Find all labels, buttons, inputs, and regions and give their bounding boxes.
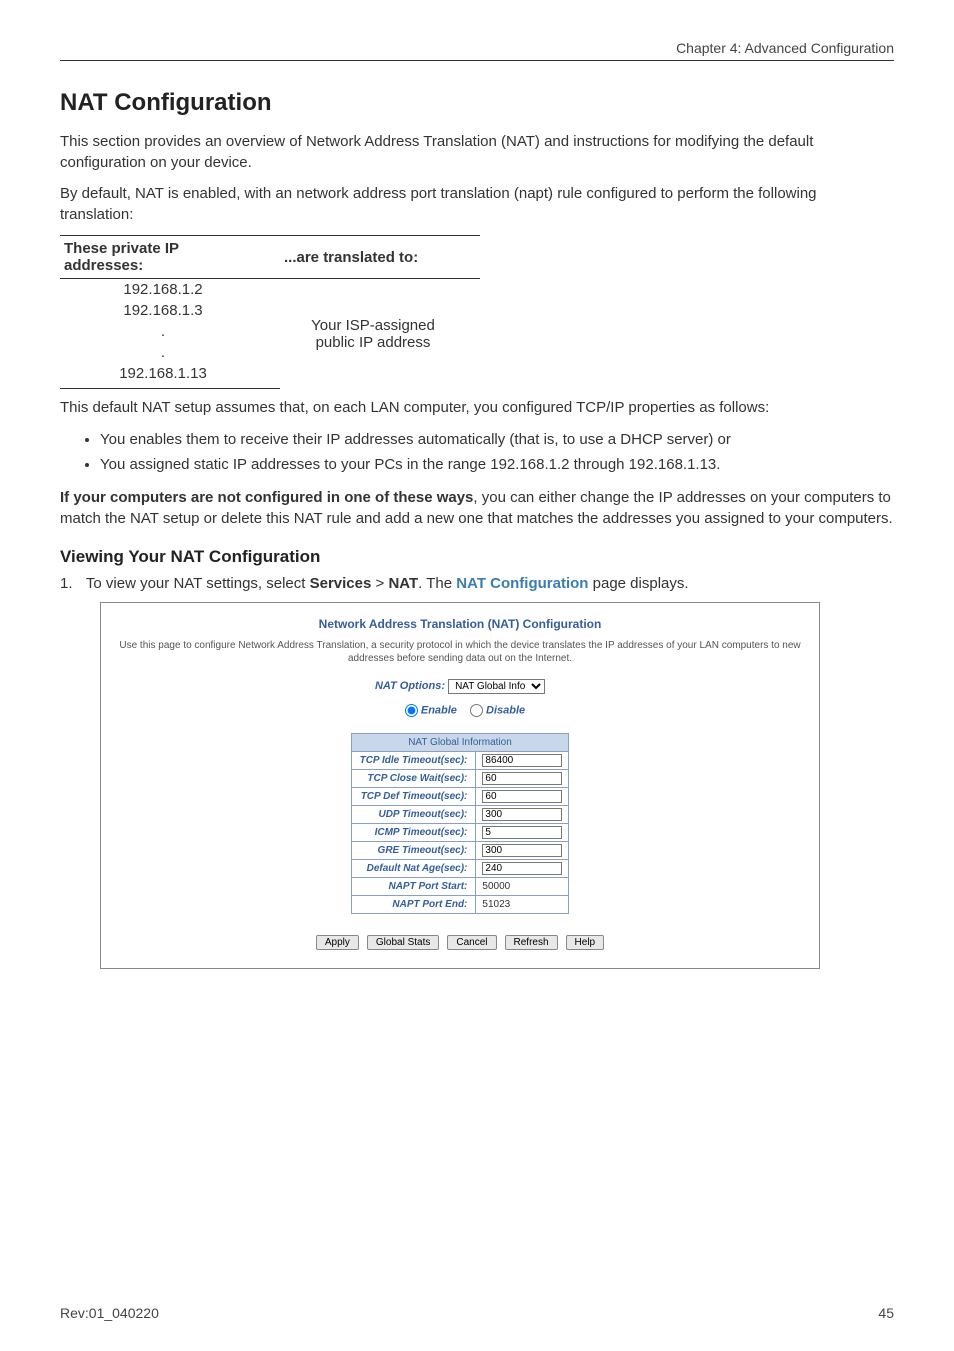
- step-1-num: 1.: [60, 575, 82, 592]
- info-value-1: [476, 769, 569, 787]
- after-table-paragraph: This default NAT setup assumes that, on …: [60, 397, 894, 418]
- step-1-link: NAT Configuration: [456, 575, 588, 592]
- footer-rev: Rev:01_040220: [60, 1305, 159, 1321]
- ip-table-header-2: ...are translated to:: [280, 236, 480, 279]
- step-1-nat: NAT: [388, 575, 418, 592]
- bullet-1: You assigned static IP addresses to your…: [100, 453, 894, 476]
- info-input-2[interactable]: [482, 790, 562, 803]
- info-input-1[interactable]: [482, 772, 562, 785]
- info-value-3: [476, 805, 569, 823]
- config-note: If your computers are not configured in …: [60, 487, 894, 529]
- apply-button[interactable]: Apply: [316, 935, 359, 950]
- page-header: Chapter 4: Advanced Configuration: [60, 40, 894, 61]
- info-value-6: [476, 859, 569, 877]
- info-input-4[interactable]: [482, 826, 562, 839]
- info-input-5[interactable]: [482, 844, 562, 857]
- step-1-pre: To view your NAT settings, select: [86, 575, 310, 592]
- help-button[interactable]: Help: [566, 935, 605, 950]
- info-label-3: UDP Timeout(sec):: [351, 805, 476, 823]
- step-1: 1. To view your NAT settings, select Ser…: [60, 575, 894, 592]
- intro-paragraph-2: By default, NAT is enabled, with an netw…: [60, 183, 894, 225]
- ip-left-4: 192.168.1.13: [60, 363, 280, 389]
- info-input-0[interactable]: [482, 754, 562, 767]
- info-label-2: TCP Def Timeout(sec):: [351, 787, 476, 805]
- ip-left-2: .: [60, 321, 280, 342]
- info-label-8: NAPT Port End:: [351, 895, 476, 913]
- nat-info-table: NAT Global Information TCP Idle Timeout(…: [351, 733, 570, 914]
- info-label-4: ICMP Timeout(sec):: [351, 823, 476, 841]
- ip-right-cell: Your ISP-assigned public IP address: [280, 279, 480, 389]
- nat-info-header: NAT Global Information: [351, 733, 569, 751]
- enable-disable-row: Enable Disable: [109, 704, 811, 717]
- step-1-mid: . The: [418, 575, 456, 592]
- info-value-2: [476, 787, 569, 805]
- bullet-0: You enables them to receive their IP add…: [100, 428, 894, 451]
- info-value-7: 50000: [476, 877, 569, 895]
- disable-radio[interactable]: [470, 704, 483, 717]
- shot-title: Network Address Translation (NAT) Config…: [109, 617, 811, 631]
- info-label-5: GRE Timeout(sec):: [351, 841, 476, 859]
- info-value-8: 51023: [476, 895, 569, 913]
- page-title: NAT Configuration: [60, 89, 894, 117]
- info-input-3[interactable]: [482, 808, 562, 821]
- config-note-bold: If your computers are not configured in …: [60, 489, 473, 506]
- refresh-button[interactable]: Refresh: [505, 935, 558, 950]
- subsection-title: Viewing Your NAT Configuration: [60, 547, 894, 567]
- button-row: Apply Global Stats Cancel Refresh Help: [109, 932, 811, 950]
- ip-left-1: 192.168.1.3: [60, 300, 280, 321]
- ip-right-1: Your ISP-assigned: [311, 317, 435, 334]
- ip-right-2: public IP address: [316, 334, 431, 351]
- info-label-0: TCP Idle Timeout(sec):: [351, 751, 476, 769]
- info-label-7: NAPT Port Start:: [351, 877, 476, 895]
- shot-description: Use this page to configure Network Addre…: [109, 639, 811, 665]
- cancel-button[interactable]: Cancel: [447, 935, 496, 950]
- disable-label: Disable: [486, 704, 525, 716]
- nat-options-row: NAT Options: NAT Global Info: [109, 679, 811, 694]
- enable-label: Enable: [421, 704, 457, 716]
- page-footer: Rev:01_040220 45: [60, 1305, 894, 1321]
- global-stats-button[interactable]: Global Stats: [367, 935, 439, 950]
- intro-paragraph-1: This section provides an overview of Net…: [60, 131, 894, 173]
- nat-options-label: NAT Options:: [375, 680, 445, 692]
- ip-left-0: 192.168.1.2: [60, 279, 280, 301]
- info-value-4: [476, 823, 569, 841]
- ip-table-header-1: These private IP addresses:: [60, 236, 280, 279]
- step-1-services: Services: [310, 575, 372, 592]
- ip-translation-table: These private IP addresses: ...are trans…: [60, 235, 480, 389]
- info-value-0: [476, 751, 569, 769]
- step-1-post: page displays.: [588, 575, 688, 592]
- info-label-1: TCP Close Wait(sec):: [351, 769, 476, 787]
- footer-page: 45: [878, 1305, 894, 1321]
- info-value-5: [476, 841, 569, 859]
- info-label-6: Default Nat Age(sec):: [351, 859, 476, 877]
- step-1-gt: >: [371, 575, 388, 592]
- enable-radio[interactable]: [405, 704, 418, 717]
- info-input-6[interactable]: [482, 862, 562, 875]
- bullet-list: You enables them to receive their IP add…: [60, 428, 894, 477]
- nat-options-select[interactable]: NAT Global Info: [448, 679, 545, 694]
- nat-config-screenshot: Network Address Translation (NAT) Config…: [100, 602, 820, 969]
- ip-left-3: .: [60, 342, 280, 363]
